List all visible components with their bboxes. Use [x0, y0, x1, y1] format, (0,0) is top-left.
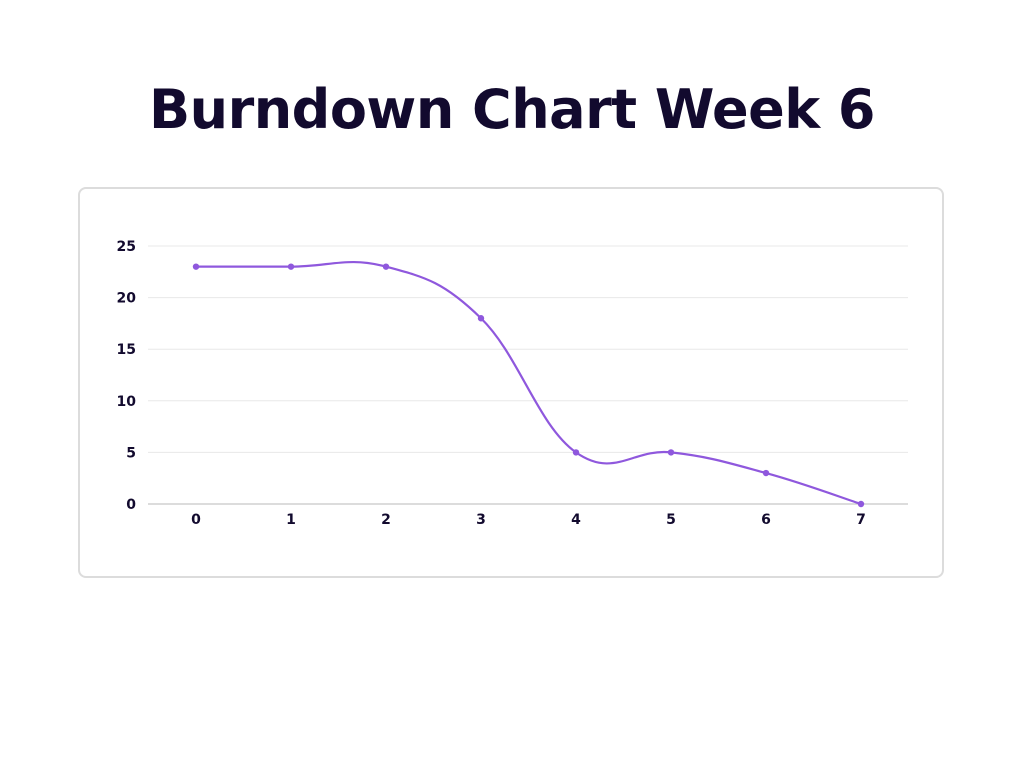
page-title: Burndown Chart Week 6: [149, 78, 876, 141]
chart-card: [78, 187, 944, 578]
